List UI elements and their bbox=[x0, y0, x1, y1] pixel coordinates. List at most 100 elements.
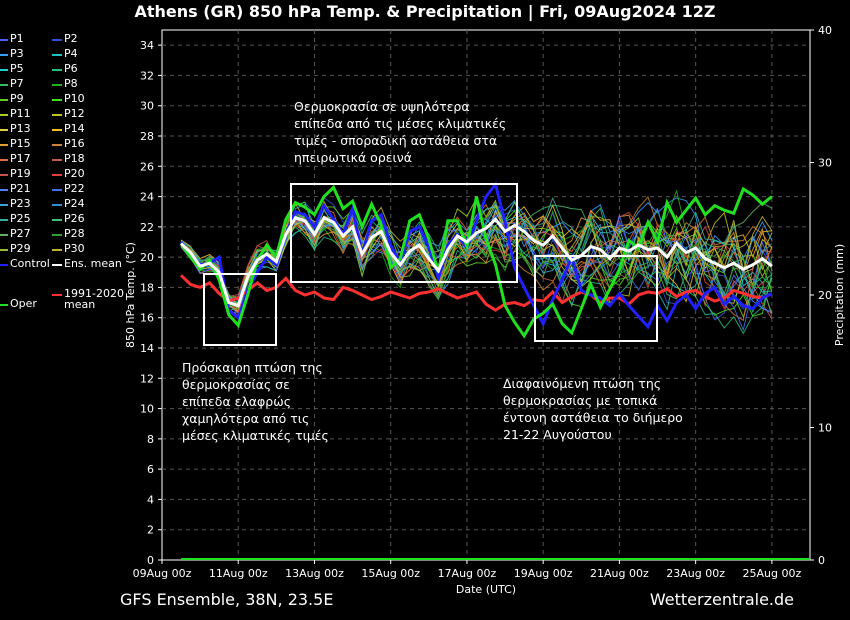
legend-item-p16: P16 bbox=[52, 138, 85, 151]
legend-item-oper: Oper bbox=[0, 298, 37, 311]
legend-swatch bbox=[0, 129, 8, 131]
y-tick-label: 20 bbox=[140, 251, 154, 264]
legend-label: Control bbox=[10, 257, 50, 270]
legend-swatch bbox=[0, 114, 8, 116]
legend-label: P2 bbox=[64, 32, 78, 45]
y2-tick-label: 20 bbox=[818, 289, 832, 302]
legend-swatch bbox=[0, 219, 8, 221]
legend-item-p18: P18 bbox=[52, 153, 85, 166]
x-tick-label: 13Aug 00z bbox=[285, 567, 344, 580]
legend-label: P12 bbox=[64, 107, 85, 120]
y-tick-label: 0 bbox=[147, 554, 154, 567]
legend-item-p15: P15 bbox=[0, 138, 31, 151]
legend-swatch bbox=[0, 99, 8, 101]
y2-tick-label: 30 bbox=[818, 157, 832, 170]
legend-item-p5: P5 bbox=[0, 63, 24, 76]
chart-title: Athens (GR) 850 hPa Temp. & Precipitatio… bbox=[134, 2, 716, 21]
footer-source: Wetterzentrale.de bbox=[649, 590, 794, 609]
legend-label: P10 bbox=[64, 92, 85, 105]
legend-swatch bbox=[52, 144, 62, 146]
legend-swatch bbox=[0, 249, 8, 251]
legend-item-p30: P30 bbox=[52, 243, 85, 256]
y2-tick-label: 0 bbox=[818, 554, 825, 567]
legend-item-p10: P10 bbox=[52, 93, 85, 106]
legend-item-p9: P9 bbox=[0, 93, 24, 106]
series-line-ens-mean bbox=[180, 215, 773, 308]
legend-label: P15 bbox=[10, 137, 31, 150]
x-tick-label: 15Aug 00z bbox=[361, 567, 420, 580]
legend-swatch bbox=[52, 129, 62, 131]
x-axis-label: Date (UTC) bbox=[456, 583, 516, 596]
annotation-drop: Διαφαινόμενη πτώση της θερμοκρασίας με τ… bbox=[503, 376, 683, 442]
y-tick-label: 24 bbox=[140, 191, 154, 204]
legend-label: P24 bbox=[64, 197, 85, 210]
legend-item-p25: P25 bbox=[0, 213, 31, 226]
legend-swatch bbox=[52, 174, 62, 176]
y-tick-label: 32 bbox=[140, 69, 154, 82]
legend-label: P26 bbox=[64, 212, 85, 225]
y-tick-label: 6 bbox=[147, 463, 154, 476]
annotation-box-warm bbox=[290, 183, 518, 283]
legend-swatch bbox=[0, 234, 8, 236]
annotation-box-drop bbox=[534, 255, 658, 342]
y2-tick-label: 40 bbox=[818, 24, 832, 37]
legend-label: P25 bbox=[10, 212, 31, 225]
legend-swatch bbox=[52, 189, 62, 191]
legend-swatch bbox=[0, 174, 8, 176]
ensemble-member-line bbox=[180, 211, 773, 332]
y-tick-label: 14 bbox=[140, 342, 154, 355]
x-tick-label: 09Aug 00z bbox=[133, 567, 192, 580]
legend-label: P1 bbox=[10, 32, 24, 45]
legend-swatch bbox=[0, 39, 8, 41]
x-tick-label: 23Aug 00z bbox=[666, 567, 725, 580]
y-tick-label: 16 bbox=[140, 312, 154, 325]
y-tick-label: 22 bbox=[140, 221, 154, 234]
legend-label: P17 bbox=[10, 152, 31, 165]
legend-item-climate-mean: 1991-2020 mean bbox=[52, 288, 124, 310]
legend-item-p6: P6 bbox=[52, 63, 78, 76]
legend-label: P6 bbox=[64, 62, 78, 75]
y2-tick-label: 10 bbox=[818, 422, 832, 435]
legend-label: P30 bbox=[64, 242, 85, 255]
legend-item-p12: P12 bbox=[52, 108, 85, 121]
y-tick-label: 12 bbox=[140, 372, 154, 385]
legend-item-control: Control bbox=[0, 258, 50, 271]
legend-item-ens-mean: Ens. mean bbox=[52, 258, 122, 271]
legend-item-p20: P20 bbox=[52, 168, 85, 181]
legend-label: P11 bbox=[10, 107, 31, 120]
legend-swatch bbox=[52, 249, 62, 251]
legend-label: P9 bbox=[10, 92, 24, 105]
legend-swatch bbox=[0, 189, 8, 191]
legend-label: P23 bbox=[10, 197, 31, 210]
legend-label: Oper bbox=[10, 297, 37, 310]
legend-label: P28 bbox=[64, 227, 85, 240]
legend-item-p2: P2 bbox=[52, 33, 78, 46]
legend-swatch bbox=[52, 264, 62, 266]
legend-swatch bbox=[52, 54, 62, 56]
legend-label: P29 bbox=[10, 242, 31, 255]
legend-swatch bbox=[52, 234, 62, 236]
legend-label: P7 bbox=[10, 77, 24, 90]
legend-swatch bbox=[0, 144, 8, 146]
legend-item-p23: P23 bbox=[0, 198, 31, 211]
legend-label: P20 bbox=[64, 167, 85, 180]
x-tick-label: 11Aug 00z bbox=[209, 567, 268, 580]
y-tick-label: 8 bbox=[147, 433, 154, 446]
legend-label: P27 bbox=[10, 227, 31, 240]
legend-label: P19 bbox=[10, 167, 31, 180]
annotation-dip: Πρόσκαιρη πτώση της θερμοκρασίας σε επίπ… bbox=[182, 360, 329, 443]
y-tick-label: 34 bbox=[140, 39, 154, 52]
legend-swatch bbox=[0, 159, 8, 161]
legend-label: P18 bbox=[64, 152, 85, 165]
legend-item-p21: P21 bbox=[0, 183, 31, 196]
legend-label: P5 bbox=[10, 62, 24, 75]
y-tick-label: 10 bbox=[140, 403, 154, 416]
legend-label: P8 bbox=[64, 77, 78, 90]
y-tick-label: 30 bbox=[140, 100, 154, 113]
legend-item-p24: P24 bbox=[52, 198, 85, 211]
legend-swatch bbox=[52, 219, 62, 221]
x-tick-label: 21Aug 00z bbox=[590, 567, 649, 580]
legend-item-p26: P26 bbox=[52, 213, 85, 226]
legend-item-p13: P13 bbox=[0, 123, 31, 136]
